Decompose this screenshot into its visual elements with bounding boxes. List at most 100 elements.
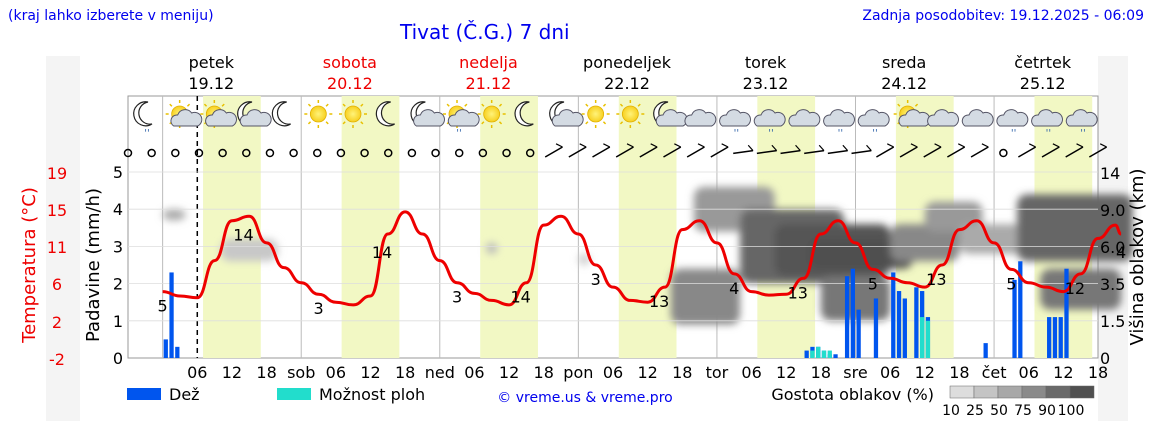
cloud-shape <box>684 109 717 127</box>
day-headers: petek 19.12 sobota 20.12 nedelja 21.12 ponedel… <box>188 53 1072 93</box>
rain-mark: '' <box>144 128 150 139</box>
rain-bar <box>896 291 902 358</box>
x-tick: 18 <box>1088 363 1108 382</box>
moon-shape <box>133 101 153 127</box>
rain-bar <box>983 343 988 358</box>
sun-icon <box>581 100 610 128</box>
sun-ray <box>897 103 901 107</box>
cloud-height-tick: 3.5 <box>1100 275 1125 294</box>
precipitation-bars <box>163 261 1069 358</box>
cloud-shape <box>551 109 584 127</box>
calm-circle <box>525 148 535 158</box>
wind-feather <box>1052 143 1060 148</box>
density-label: 75 <box>1014 403 1032 419</box>
plot-grid <box>128 171 1098 322</box>
calm-circle <box>360 148 369 158</box>
calm-circle <box>454 148 464 158</box>
shower-bar <box>920 317 925 358</box>
x-tick: 06 <box>1019 363 1039 382</box>
temperature-label: 13 <box>649 292 669 311</box>
temperature-label: 3 <box>452 288 462 307</box>
cloud-shape <box>719 109 751 127</box>
density-label: 25 <box>966 403 984 419</box>
cloud-height-tick: 6.0 <box>1100 238 1125 257</box>
sun-shape <box>483 105 501 123</box>
x-tick: 18 <box>949 363 969 382</box>
sun-ray <box>342 103 346 107</box>
cloud-rain-icon: '' <box>823 109 855 139</box>
density-swatch <box>973 385 999 399</box>
cloud-layer <box>578 253 590 265</box>
wind-feather <box>795 144 801 152</box>
wind-feather <box>957 143 965 148</box>
wind-shaft <box>639 146 658 158</box>
wind-barb <box>639 143 658 158</box>
wind-shaft <box>686 146 705 158</box>
day-date: 23.12 <box>743 74 789 93</box>
sun-ray <box>360 121 364 125</box>
x-tick: tor <box>706 363 729 382</box>
temperature-line: 5 14 3 14 3 14 3 13 4 13 5 13 5 12 4 <box>158 210 1126 318</box>
moon-shape <box>375 101 395 127</box>
calm-circle <box>147 148 156 158</box>
cloud-shape <box>1065 109 1098 127</box>
last-updated: Zadnja posodobitev: 19.12.2025 - 06:09 <box>862 8 1144 24</box>
day-date: 21.12 <box>466 74 512 93</box>
moon-icon <box>514 101 534 127</box>
wind-barb <box>970 143 989 158</box>
cloud-layer <box>670 268 741 325</box>
cloud-layer <box>1040 268 1122 310</box>
x-tick: 06 <box>326 363 346 382</box>
left-margin-panel <box>46 56 80 421</box>
wind-shaft <box>923 146 942 158</box>
sun-ray <box>602 103 607 107</box>
cloud-shape <box>753 109 786 127</box>
moon-icon <box>375 101 395 127</box>
rain-bar <box>175 346 180 358</box>
rain-bar <box>850 268 855 358</box>
wind-shaft <box>544 146 563 158</box>
sun-ray <box>619 121 624 125</box>
shower-bar <box>827 350 832 358</box>
precip-tick: 4 <box>113 200 123 219</box>
city-menu-note[interactable]: (kraj lahko izberete v meniju) <box>8 8 214 24</box>
density-swatch <box>1045 385 1071 399</box>
sun-icon <box>616 100 645 128</box>
sun-ray <box>307 121 312 125</box>
weather-icons-row: '' '' '' '' '' '' '' '' '' <box>133 100 1098 139</box>
temperature-label: 4 <box>729 279 739 298</box>
moon-shape <box>271 101 291 127</box>
density-swatch <box>1069 385 1095 399</box>
day-name: četrtek <box>1014 53 1072 72</box>
cloud-shape <box>239 109 272 127</box>
x-tick: 12 <box>499 363 519 382</box>
temperature-label: 5 <box>158 297 168 316</box>
sun-ray <box>481 103 485 107</box>
wind-shaft <box>804 149 825 155</box>
moon-cloud-icon <box>549 101 584 127</box>
wind-feather <box>650 143 658 148</box>
wind-barb <box>592 143 611 158</box>
rain-bar <box>1064 268 1069 358</box>
rain-bar <box>914 287 919 358</box>
temperature-label: 5 <box>868 274 878 293</box>
wind-feather <box>603 143 611 148</box>
wind-barb <box>1017 143 1037 158</box>
x-tick: 12 <box>360 363 380 382</box>
shower-bar <box>810 350 815 358</box>
daylight-band <box>203 96 261 358</box>
wind-shaft <box>1017 146 1037 158</box>
cloud-rain-icon: '' <box>753 109 786 139</box>
temp-tick: 6 <box>52 275 62 294</box>
wind-shaft <box>756 149 777 155</box>
cloud-height-axis-label: Višina oblakov (km) <box>1127 168 1148 345</box>
sun-ray <box>637 121 641 125</box>
moon-cloud-icon <box>410 101 445 127</box>
wind-feather <box>981 143 989 148</box>
sun-ray <box>169 103 173 107</box>
wind-barb <box>851 144 872 155</box>
calm-circle <box>431 148 440 158</box>
x-tick: 18 <box>811 363 831 382</box>
wind-barb <box>756 144 778 155</box>
temperature-label: 13 <box>926 270 946 289</box>
